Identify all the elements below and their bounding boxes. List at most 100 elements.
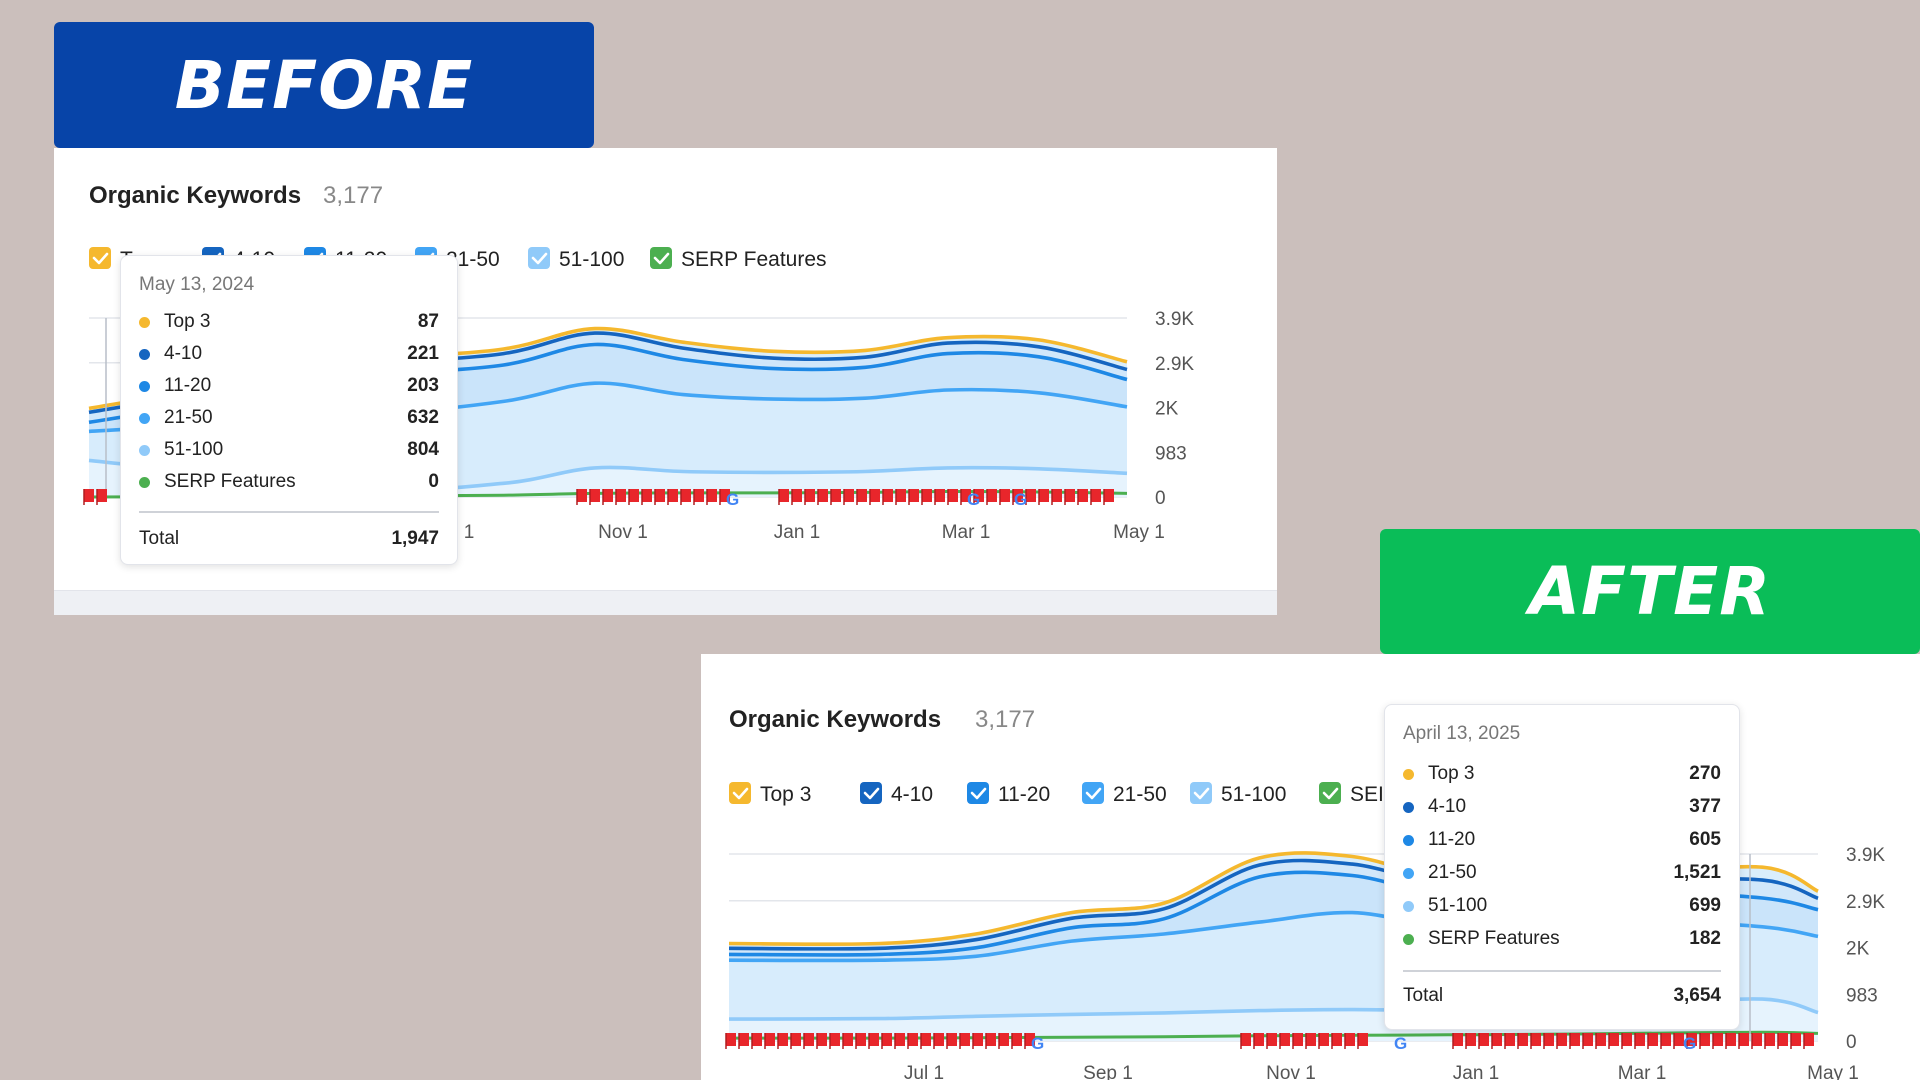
- update-flag-icon[interactable]: [1332, 1033, 1342, 1046]
- update-flag-icon[interactable]: [778, 1033, 788, 1046]
- update-flag-icon[interactable]: [707, 489, 717, 502]
- update-flag-icon[interactable]: [1778, 1033, 1788, 1046]
- update-flag-icon[interactable]: [1293, 1033, 1303, 1046]
- update-flag-icon[interactable]: [1000, 489, 1010, 502]
- update-flag-icon[interactable]: [948, 489, 958, 502]
- update-flag-icon[interactable]: [830, 1033, 840, 1046]
- update-flag-icon[interactable]: [642, 489, 652, 502]
- update-flag-icon[interactable]: [1570, 1033, 1580, 1046]
- update-flag-icon[interactable]: [1453, 1033, 1463, 1046]
- update-flag-icon[interactable]: [97, 489, 107, 502]
- update-flag-icon[interactable]: [1091, 489, 1101, 502]
- update-flag-icon[interactable]: [616, 489, 626, 502]
- update-flag-icon[interactable]: [934, 1033, 944, 1046]
- legend-checkbox[interactable]: [967, 782, 989, 804]
- update-flag-icon[interactable]: [1025, 1033, 1035, 1046]
- update-flag-icon[interactable]: [726, 1033, 736, 1046]
- update-flag-icon[interactable]: [1505, 1033, 1515, 1046]
- update-flag-icon[interactable]: [1358, 1033, 1368, 1046]
- update-flag-icon[interactable]: [804, 1033, 814, 1046]
- update-flag-icon[interactable]: [896, 489, 906, 502]
- legend-item-serp[interactable]: SEI: [1319, 782, 1384, 806]
- update-flag-icon[interactable]: [1765, 1033, 1775, 1046]
- update-flag-icon[interactable]: [973, 1033, 983, 1046]
- update-flag-icon[interactable]: [999, 1033, 1009, 1046]
- update-flag-icon[interactable]: [1479, 1033, 1489, 1046]
- update-flag-icon[interactable]: [856, 1033, 866, 1046]
- legend-checkbox[interactable]: [528, 247, 550, 269]
- update-flag-icon[interactable]: [1544, 1033, 1554, 1046]
- update-flag-icon[interactable]: [882, 1033, 892, 1046]
- legend-item-51-100[interactable]: 51-100: [528, 247, 624, 271]
- update-flag-icon[interactable]: [1609, 1033, 1619, 1046]
- update-flag-icon[interactable]: [883, 489, 893, 502]
- update-flag-icon[interactable]: [843, 1033, 853, 1046]
- update-flag-icon[interactable]: [1739, 1033, 1749, 1046]
- update-flag-icon[interactable]: [681, 489, 691, 502]
- update-flag-icon[interactable]: [870, 489, 880, 502]
- update-flag-icon[interactable]: [1726, 1033, 1736, 1046]
- legend-checkbox[interactable]: [1319, 782, 1341, 804]
- update-flag-icon[interactable]: [817, 1033, 827, 1046]
- update-flag-icon[interactable]: [1687, 1033, 1697, 1046]
- update-flag-icon[interactable]: [818, 489, 828, 502]
- update-flag-icon[interactable]: [974, 489, 984, 502]
- update-flag-icon[interactable]: [84, 489, 94, 502]
- update-flag-icon[interactable]: [1492, 1033, 1502, 1046]
- update-flag-icon[interactable]: [831, 489, 841, 502]
- legend-item-serp[interactable]: SERP Features: [650, 247, 827, 271]
- update-flag-icon[interactable]: [590, 489, 600, 502]
- legend-checkbox[interactable]: [1082, 782, 1104, 804]
- update-flag-icon[interactable]: [720, 489, 730, 502]
- update-flag-icon[interactable]: [629, 489, 639, 502]
- update-flag-icon[interactable]: [1078, 489, 1088, 502]
- update-flag-icon[interactable]: [986, 1033, 996, 1046]
- update-flag-icon[interactable]: [1622, 1033, 1632, 1046]
- update-flag-icon[interactable]: [1039, 489, 1049, 502]
- update-flag-icon[interactable]: [739, 1033, 749, 1046]
- update-flag-icon[interactable]: [668, 489, 678, 502]
- legend-checkbox[interactable]: [89, 247, 111, 269]
- update-flag-icon[interactable]: [1557, 1033, 1567, 1046]
- update-flag-icon[interactable]: [922, 489, 932, 502]
- update-flag-icon[interactable]: [1241, 1033, 1251, 1046]
- legend-item-4-10[interactable]: 4-10: [860, 782, 933, 806]
- update-flag-icon[interactable]: [765, 1033, 775, 1046]
- update-flag-icon[interactable]: [987, 489, 997, 502]
- update-flag-icon[interactable]: [908, 1033, 918, 1046]
- update-flag-icon[interactable]: [805, 489, 815, 502]
- update-flag-icon[interactable]: [961, 489, 971, 502]
- update-flag-icon[interactable]: [1648, 1033, 1658, 1046]
- update-flag-icon[interactable]: [1713, 1033, 1723, 1046]
- update-flag-icon[interactable]: [935, 489, 945, 502]
- update-flag-icon[interactable]: [869, 1033, 879, 1046]
- update-flag-icon[interactable]: [1752, 1033, 1762, 1046]
- update-flag-icon[interactable]: [792, 489, 802, 502]
- update-flag-icon[interactable]: [1531, 1033, 1541, 1046]
- legend-item-top3[interactable]: Top 3: [729, 782, 811, 806]
- update-flag-icon[interactable]: [779, 489, 789, 502]
- update-flag-icon[interactable]: [1052, 489, 1062, 502]
- update-flag-icon[interactable]: [577, 489, 587, 502]
- legend-checkbox[interactable]: [1190, 782, 1212, 804]
- update-flag-icon[interactable]: [1280, 1033, 1290, 1046]
- update-flag-icon[interactable]: [947, 1033, 957, 1046]
- update-flag-icon[interactable]: [1306, 1033, 1316, 1046]
- update-flag-icon[interactable]: [909, 489, 919, 502]
- legend-item-11-20[interactable]: 11-20: [967, 782, 1050, 806]
- update-flag-icon[interactable]: [1635, 1033, 1645, 1046]
- update-flag-icon[interactable]: [752, 1033, 762, 1046]
- update-flag-icon[interactable]: [1674, 1033, 1684, 1046]
- legend-checkbox[interactable]: [860, 782, 882, 804]
- update-flag-icon[interactable]: [1466, 1033, 1476, 1046]
- update-flag-icon[interactable]: [1104, 489, 1114, 502]
- update-flag-icon[interactable]: [1661, 1033, 1671, 1046]
- update-flag-icon[interactable]: [1026, 489, 1036, 502]
- legend-item-21-50[interactable]: 21-50: [1082, 782, 1167, 806]
- legend-checkbox[interactable]: [650, 247, 672, 269]
- update-flag-icon[interactable]: [791, 1033, 801, 1046]
- update-flag-icon[interactable]: [1267, 1033, 1277, 1046]
- update-flag-icon[interactable]: [921, 1033, 931, 1046]
- update-flag-icon[interactable]: [857, 489, 867, 502]
- update-flag-icon[interactable]: [1013, 489, 1023, 502]
